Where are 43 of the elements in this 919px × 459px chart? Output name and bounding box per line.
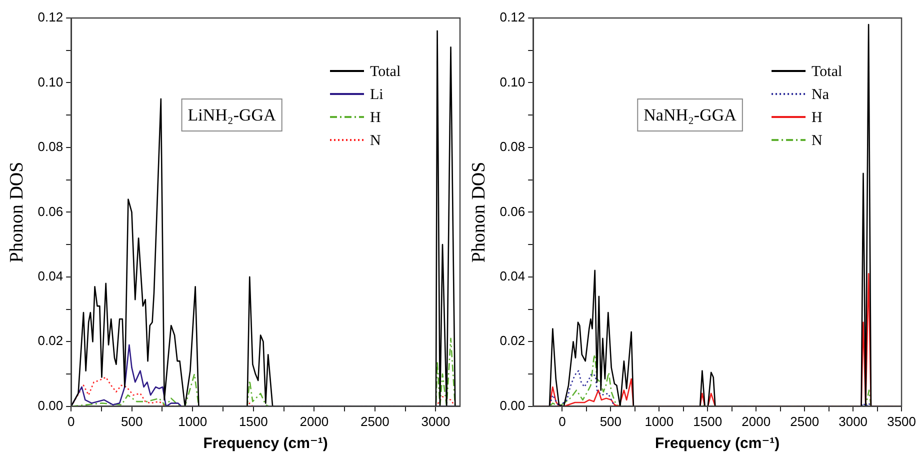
y-tick-label: 0.02 [500, 333, 526, 348]
y-tick-label: 0.04 [500, 268, 526, 284]
x-tick-label: 2000 [742, 414, 771, 429]
y-tick-label: 0.12 [38, 10, 64, 25]
y-axis-title: Phonon DOS [468, 162, 490, 263]
x-tick-label: 3500 [887, 414, 916, 429]
x-tick-label: 1500 [238, 414, 268, 429]
x-tick-label: 1000 [644, 414, 674, 429]
y-tick-label: 0.10 [38, 74, 64, 90]
legend-label: Na [812, 86, 830, 103]
annotation: LiNH₂-GGA [188, 105, 277, 124]
x-tick-label: 2500 [790, 414, 820, 429]
y-axis-title: Phonon DOS [6, 162, 28, 263]
annotation: NaNH₂-GGA [644, 105, 738, 124]
y-tick-label: 0.06 [500, 204, 526, 219]
x-tick-label: 1500 [693, 414, 722, 429]
x-axis-title: Frequency (cm⁻¹) [655, 435, 780, 452]
x-tick-label: 1000 [178, 414, 208, 429]
y-tick-label: 0.08 [500, 139, 526, 154]
legend-label: H [812, 110, 823, 126]
legend-label: N [812, 132, 823, 149]
legend-label: Total [812, 64, 842, 80]
legend-label: H [370, 110, 381, 126]
legend-label: N [370, 132, 381, 149]
x-tick-label: 0 [558, 414, 566, 429]
y-tick-label: 0.12 [500, 10, 526, 25]
x-tick-label: 0 [67, 414, 75, 429]
y-tick-label: 0.02 [38, 333, 64, 348]
y-tick-label: 0.08 [38, 139, 64, 154]
y-tick-label: 0.06 [38, 204, 64, 219]
x-tick-label: 500 [121, 414, 143, 429]
y-tick-label: 0.10 [500, 74, 526, 90]
legend-label: Total [370, 64, 401, 80]
x-tick-label: 3000 [421, 414, 450, 429]
x-axis-title: Frequency (cm⁻¹) [203, 435, 328, 452]
y-tick-label: 0.04 [38, 268, 64, 284]
x-tick-label: 3000 [838, 414, 868, 429]
x-tick-label: 2500 [360, 414, 390, 429]
y-tick-label: 0.00 [500, 398, 526, 413]
x-tick-label: 2000 [300, 414, 329, 429]
legend-label: Li [370, 86, 384, 103]
x-tick-label: 500 [600, 414, 622, 429]
y-tick-label: 0.00 [38, 398, 64, 413]
